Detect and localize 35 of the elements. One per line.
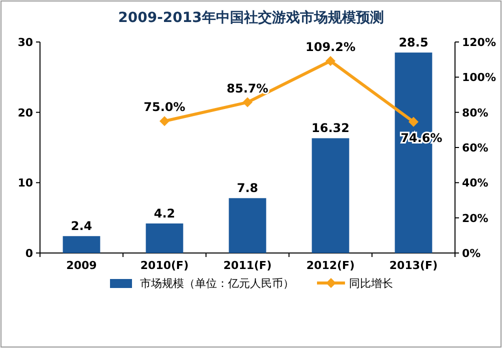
data-label: 75.0% [144,100,186,114]
data-label: 109.2% [306,40,356,54]
x-tick-label: 2012(F) [306,259,355,272]
point [326,56,336,66]
data-label: 16.32 [312,121,350,136]
point [242,97,252,108]
bar [62,236,100,253]
legend-label: 同比增长 [349,277,393,290]
bar [146,223,184,253]
chart-title: 2009-2013年中国社交游戏市场规模预测 [118,9,384,26]
data-label: 7.8 [236,181,258,196]
point [408,116,418,127]
y2-tick-label: 20% [462,212,488,225]
y2-tick-label: 100% [462,71,496,84]
y2-tick-label: 60% [462,142,488,154]
y-tick-label: 10 [18,176,34,190]
x-tick-label: 2011(F) [223,259,272,272]
x-tick-label: 2009 [66,259,97,272]
y2-tick-label: 80% [462,106,488,120]
data-label: 2.4 [70,219,92,234]
bar [228,198,266,253]
data-label: 4.2 [154,206,176,220]
bar [312,138,350,253]
y-tick-label: 0 [25,247,34,260]
x-tick-label: 2010(F) [140,259,189,272]
y2-tick-label: 0% [462,247,481,260]
data-label: 85.7% [226,81,268,96]
y-tick-label: 30 [18,36,34,49]
y2-tick-label: 120% [462,36,496,49]
data-label: 28.5 [398,36,428,50]
point [160,116,170,126]
legend-label: 市场规模（单位：亿元人民币） [140,277,294,290]
x-tick-label: 2013(F) [389,259,438,272]
y2-tick-label: 40% [462,176,488,190]
y-tick-label: 20 [18,106,34,120]
